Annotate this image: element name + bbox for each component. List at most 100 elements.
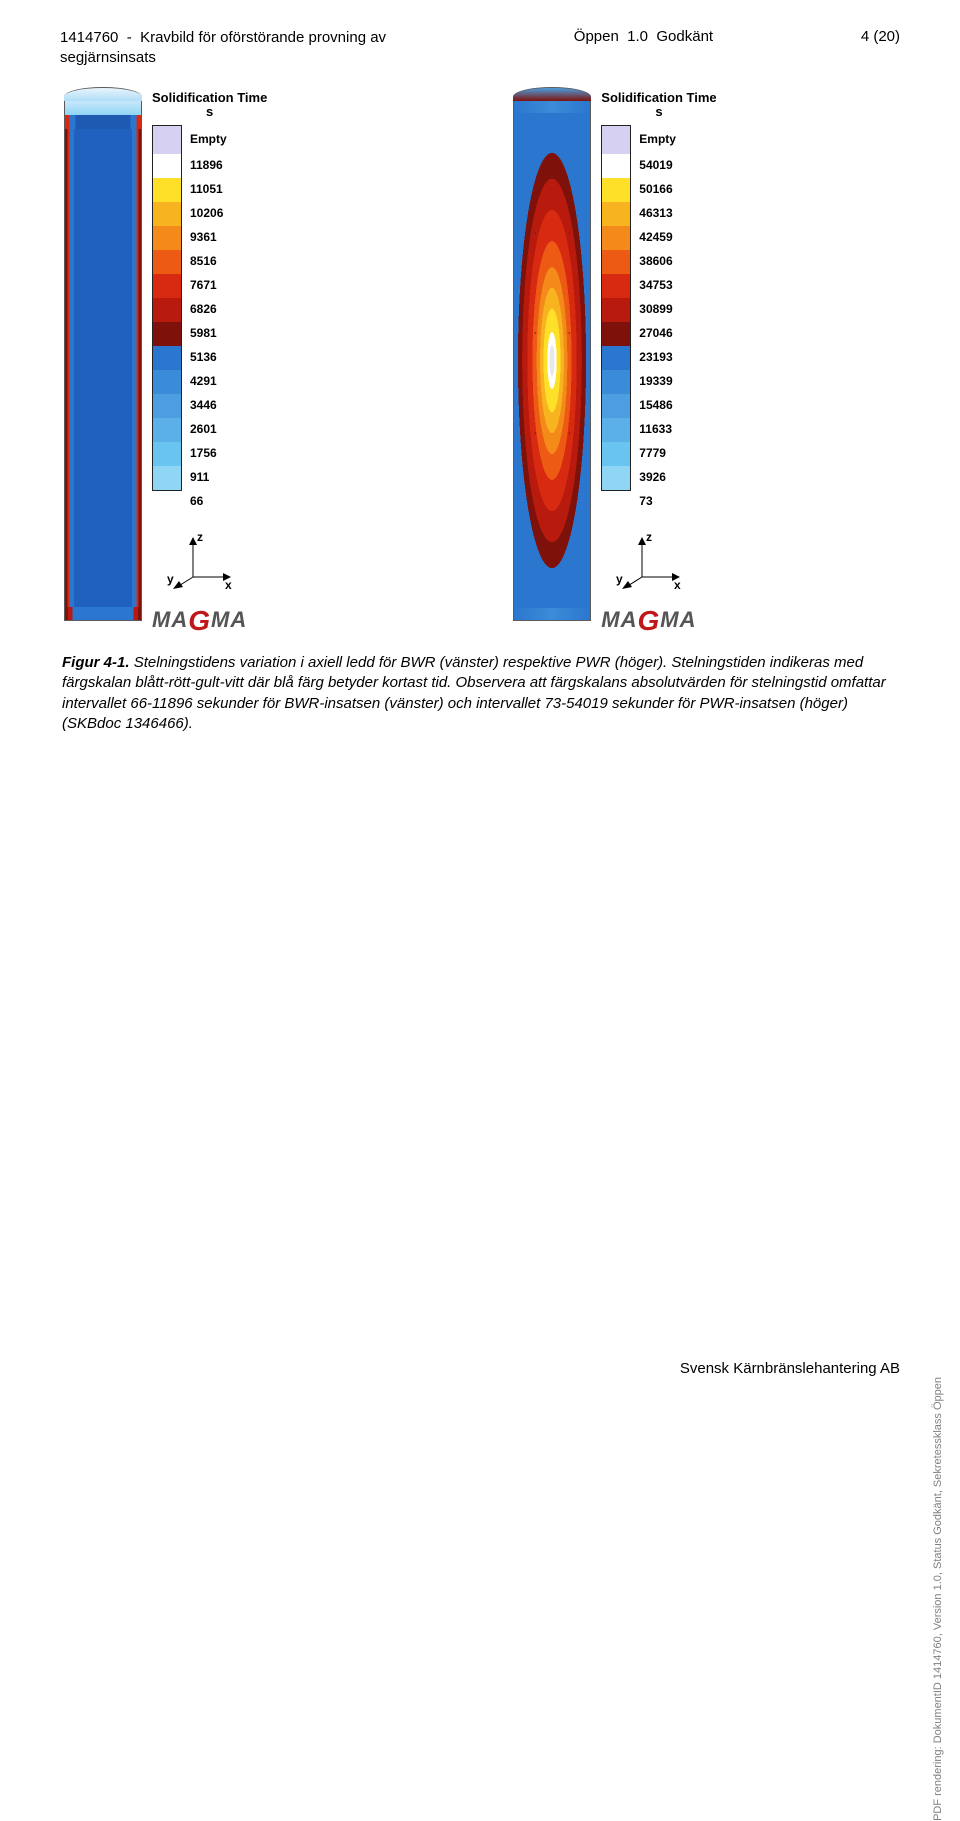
legend-label: 1756 [190, 441, 227, 465]
legend-title-right: Solidification Time s [601, 91, 716, 120]
legend-label: 3926 [639, 465, 676, 489]
sim-band [65, 607, 141, 621]
sim-edge [514, 608, 590, 620]
legend-segment [153, 250, 181, 274]
axis-z: z [646, 531, 652, 544]
legend-segment [602, 466, 630, 490]
legend-segment [602, 418, 630, 442]
legend-segment [153, 346, 181, 370]
axis-y: y [616, 572, 623, 586]
legend-segment [602, 126, 630, 154]
bwr-sim-top [64, 87, 142, 101]
legend-unit: s [655, 104, 662, 119]
sim-band [65, 129, 141, 607]
pwr-sim: '''''''' [513, 87, 591, 621]
page-header: 1414760 - Kravbild för oförstörande prov… [60, 28, 900, 69]
legend-segment [602, 274, 630, 298]
sim-tick-row: '' [534, 331, 570, 342]
color-strip-right [601, 125, 631, 491]
legend-label: 7671 [190, 273, 227, 297]
sim-tick-row: '' [534, 431, 570, 442]
logo-left: MAGMA [152, 605, 247, 637]
figure-text: Stelningstidens variation i axiell ledd … [62, 654, 886, 732]
header-left: 1414760 - Kravbild för oförstörande prov… [60, 28, 386, 69]
doc-title-2: segjärnsinsats [60, 49, 156, 66]
header-status: Öppen 1.0 Godkänt [534, 28, 713, 69]
pwr-sim-body: '''''''' [513, 101, 591, 621]
legend-label: 11896 [190, 153, 227, 177]
axis-x: x [225, 578, 232, 592]
legend-label: 30899 [639, 297, 676, 321]
page-number: 4 (20) [861, 28, 900, 69]
version: 1.0 [627, 28, 648, 45]
axis-z: z [197, 531, 203, 544]
legend-segment [602, 226, 630, 250]
footer-company: Svensk Kärnbränslehantering AB [680, 1360, 900, 1377]
figure-label: Figur 4-1. [62, 654, 130, 671]
axis-x: x [674, 578, 681, 592]
legend-label: 11633 [639, 417, 676, 441]
legend-label: 3446 [190, 393, 227, 417]
legend-label: 19339 [639, 369, 676, 393]
pwr-sim-top [513, 87, 591, 101]
legend-segment [153, 322, 181, 346]
legend-segment [602, 154, 630, 178]
sim-band [65, 101, 141, 115]
legend-label: 10206 [190, 201, 227, 225]
legend-label: 8516 [190, 249, 227, 273]
legend-segment [602, 298, 630, 322]
strip-labels-left: Empty11896110511020693618516767168265981… [190, 125, 227, 513]
legend-segment [153, 226, 181, 250]
pwr-legend: Solidification Time s Empty5401950166463… [601, 87, 716, 638]
legend-segment [602, 394, 630, 418]
legend-title-text: Solidification Time [152, 90, 267, 105]
legend-segment [153, 298, 181, 322]
legend-segment [153, 178, 181, 202]
legend-segment [602, 370, 630, 394]
legend-label: 66 [190, 489, 227, 513]
color-strip-left [152, 125, 182, 491]
doc-title-1: Kravbild för oförstörande provning av [140, 29, 386, 46]
status: Godkänt [656, 28, 713, 45]
legend-label: 2601 [190, 417, 227, 441]
axes-left: z x y MAGMA [152, 531, 247, 637]
legend-segment [602, 346, 630, 370]
legend-label: 27046 [639, 321, 676, 345]
legend-label: 9361 [190, 225, 227, 249]
legend-segment [153, 466, 181, 490]
logo-right: MAGMA [601, 605, 696, 637]
legend-segment [153, 394, 181, 418]
legend-segment [602, 202, 630, 226]
axes-right: z x y MAGMA [601, 531, 696, 637]
legend-strip-right: Empty54019501664631342459386063475330899… [601, 125, 676, 513]
sim-band [65, 115, 141, 129]
legend-segment [153, 126, 181, 154]
legend-title-left: Solidification Time s [152, 91, 267, 120]
legend-label: 50166 [639, 177, 676, 201]
sim-tick-row: '' [534, 531, 570, 542]
axis-y: y [167, 572, 174, 586]
legend-segment [153, 442, 181, 466]
sim-edge [514, 101, 590, 113]
axes-icon: z x y [163, 531, 237, 595]
axes-icon: z x y [612, 531, 686, 595]
legend-label: 5981 [190, 321, 227, 345]
legend-label: 4291 [190, 369, 227, 393]
legend-segment [153, 418, 181, 442]
strip-labels-right: Empty54019501664631342459386063475330899… [639, 125, 676, 513]
legend-strip-left: Empty11896110511020693618516767168265981… [152, 125, 227, 513]
figure-area: Solidification Time s Empty1189611051102… [60, 87, 900, 650]
legend-label: Empty [190, 125, 227, 153]
bwr-legend: Solidification Time s Empty1189611051102… [152, 87, 267, 638]
legend-label: 911 [190, 465, 227, 489]
legend-segment [602, 442, 630, 466]
legend-segment [153, 274, 181, 298]
legend-label: 11051 [190, 177, 227, 201]
legend-label: 23193 [639, 345, 676, 369]
legend-label: 42459 [639, 225, 676, 249]
legend-segment [153, 154, 181, 178]
legend-label: 54019 [639, 153, 676, 177]
legend-label: 5136 [190, 345, 227, 369]
legend-label: 73 [639, 489, 676, 513]
legend-label: 6826 [190, 297, 227, 321]
